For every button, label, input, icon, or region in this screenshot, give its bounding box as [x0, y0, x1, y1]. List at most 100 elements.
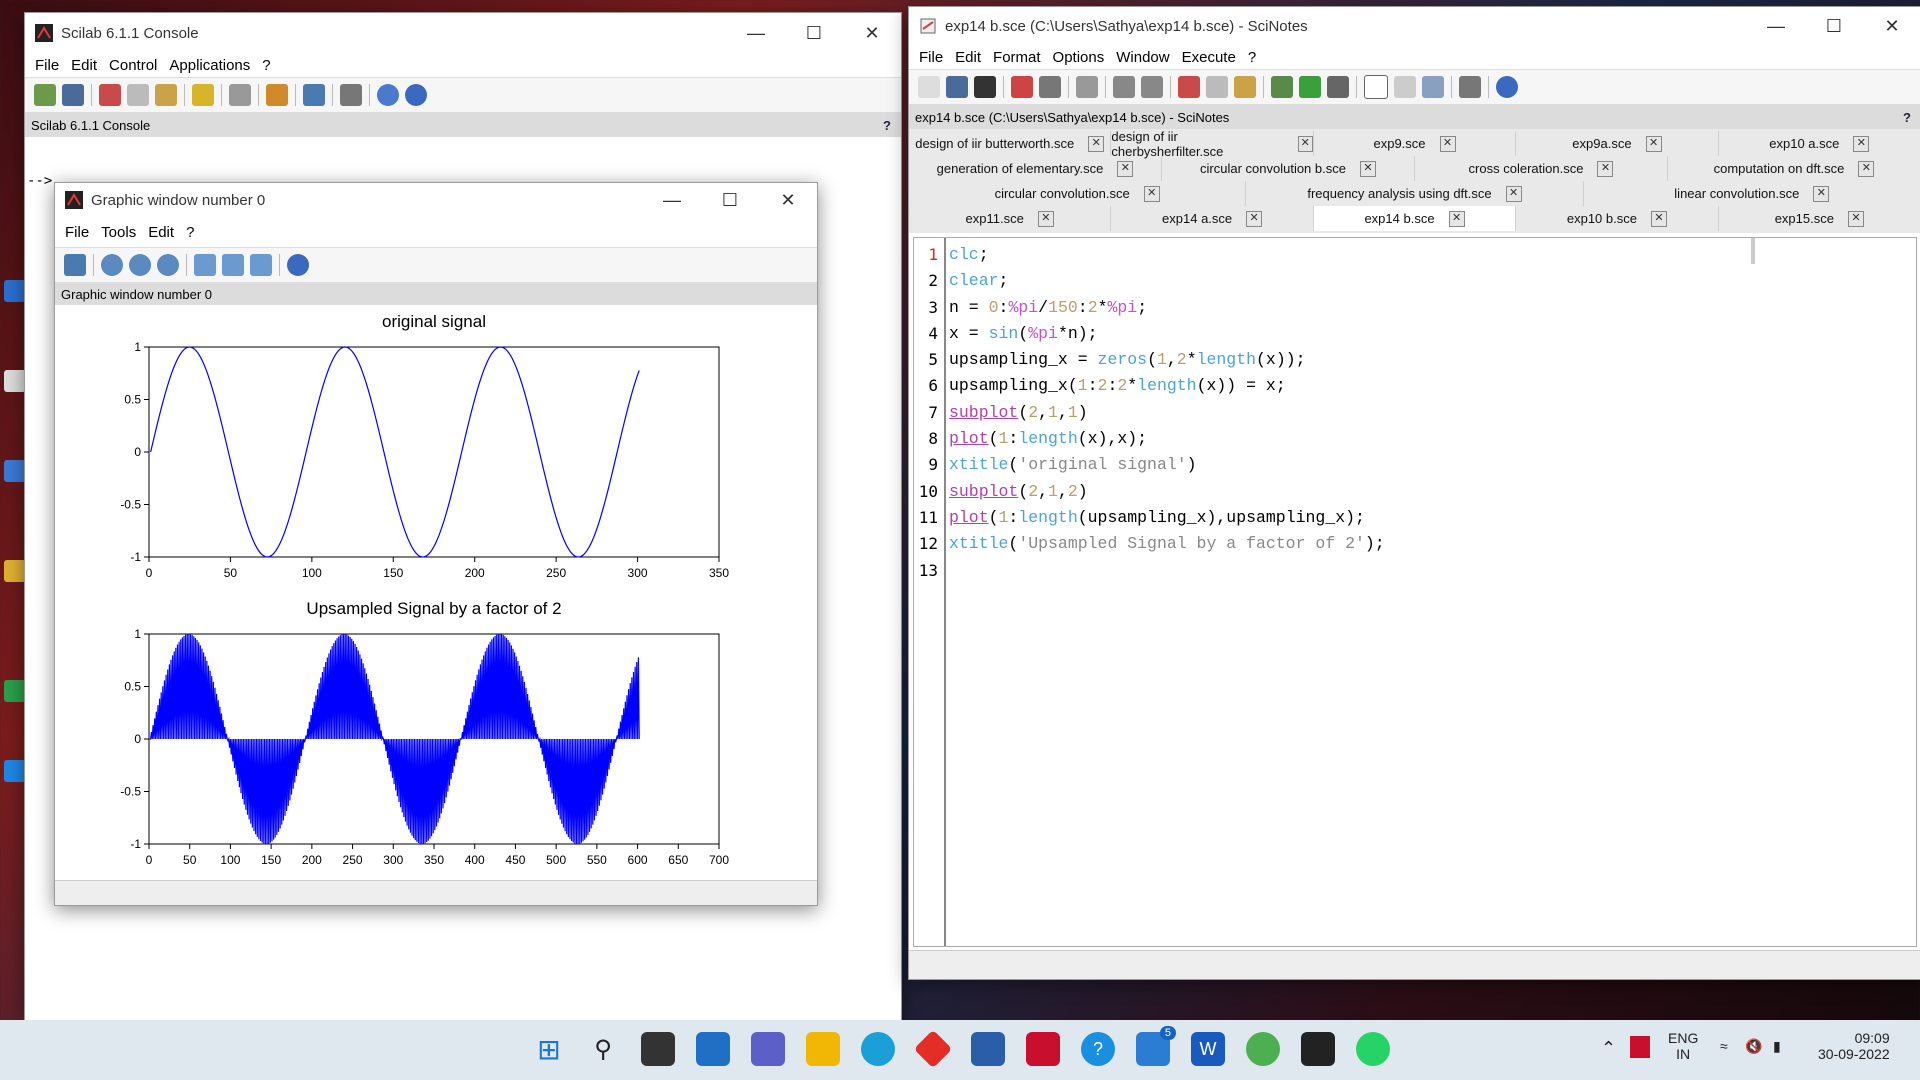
desktop-app-icon[interactable] [4, 460, 26, 482]
close-tab-icon[interactable]: ✕ [1853, 135, 1870, 152]
language-indicator[interactable]: ENG IN [1668, 1030, 1698, 1062]
scinotes-icon[interactable] [303, 84, 325, 106]
close-button[interactable]: ✕ [864, 22, 880, 43]
menu-applications[interactable]: Applications [169, 56, 251, 74]
close-tab-icon[interactable]: ✕ [1650, 210, 1667, 227]
close-tab-icon[interactable]: ✕ [1847, 210, 1864, 227]
chrome-icon[interactable] [1246, 1032, 1280, 1066]
close-tab-icon[interactable]: ✕ [1088, 135, 1105, 152]
pan-icon[interactable] [250, 254, 272, 276]
file-tab[interactable]: exp15.sce ✕ [1719, 206, 1920, 231]
widgets-icon[interactable] [696, 1032, 730, 1066]
window-icon[interactable] [194, 254, 216, 276]
clock[interactable]: 09:09 30-09-2022 [1818, 1030, 1890, 1062]
run-until-icon[interactable] [1422, 76, 1444, 98]
close-tab-icon[interactable]: ✕ [1645, 135, 1662, 152]
close-tab-icon[interactable]: ✕ [1858, 160, 1875, 177]
file-tab[interactable]: circular convolution b.sce ✕ [1162, 156, 1415, 181]
help-icon[interactable] [287, 254, 309, 276]
menu-edit[interactable]: Edit [148, 223, 175, 241]
desktop-app-icon[interactable] [4, 280, 26, 302]
code-line[interactable]: x = sin(%pi*n); [949, 323, 1098, 343]
execute-selection-icon[interactable] [1327, 76, 1349, 98]
store-icon[interactable] [971, 1032, 1005, 1066]
anydesk-icon[interactable] [913, 1029, 953, 1069]
teams-icon[interactable]: 5 [1136, 1026, 1176, 1066]
variable-browser-icon[interactable] [266, 84, 288, 106]
code-editor[interactable]: 1 2 3 4 5 6 7 8 9 10 11 12 13 clc; clear; n = 0:%pi/15… [913, 237, 1917, 947]
menu-help[interactable]: ? [262, 56, 271, 74]
find-icon[interactable] [1271, 76, 1293, 98]
menu-execute[interactable]: Execute [1181, 48, 1236, 66]
help-icon[interactable] [405, 84, 427, 106]
menu-format[interactable]: Format [993, 48, 1041, 66]
file-tab[interactable]: linear convolution.sce ✕ [1584, 181, 1920, 206]
paste-icon[interactable] [155, 84, 177, 106]
battery-icon[interactable]: ▮ [1773, 1038, 1781, 1054]
run-icon[interactable] [1364, 75, 1388, 99]
open-file-icon[interactable] [946, 76, 968, 98]
zoom-in-icon[interactable] [129, 254, 151, 276]
datatip-icon[interactable] [222, 254, 244, 276]
chevron-up-icon[interactable]: ⌃ [1601, 1038, 1617, 1058]
volume-mute-icon[interactable]: 🔇 [1745, 1038, 1763, 1054]
edge-icon[interactable] [861, 1032, 895, 1066]
maximize-button[interactable]: ☐ [1825, 15, 1843, 36]
open-recent-icon[interactable] [974, 76, 996, 98]
close-button[interactable]: ✕ [1884, 15, 1900, 36]
menu-help[interactable]: ? [186, 223, 195, 241]
menu-control[interactable]: Control [109, 56, 158, 74]
code-line[interactable] [946, 558, 1916, 584]
code-line[interactable]: xtitle('Upsampled Signal by a factor of … [949, 534, 1385, 554]
file-explorer-icon[interactable] [806, 1032, 840, 1066]
close-tab-icon[interactable]: ✕ [1813, 185, 1830, 202]
code-line[interactable]: subplot(2,1,2) [949, 481, 1088, 501]
maximize-button[interactable]: ☐ [805, 22, 823, 43]
task-view-icon[interactable] [641, 1032, 675, 1066]
undo-icon[interactable] [1113, 76, 1135, 98]
whatsapp-icon[interactable] [1356, 1032, 1390, 1066]
change-directory-icon[interactable] [192, 84, 214, 106]
close-tab-icon[interactable]: ✕ [1297, 135, 1313, 152]
file-tab[interactable]: exp14 a.sce ✕ [1111, 206, 1314, 231]
code-line[interactable]: xtitle('original signal') [949, 455, 1197, 475]
desktop-file-icon[interactable] [4, 370, 26, 392]
code-line[interactable]: plot(1:length(upsampling_x),upsampling_x… [949, 507, 1365, 527]
code-line[interactable]: clc; [949, 245, 989, 264]
xcos-icon[interactable] [340, 84, 362, 106]
word-icon[interactable]: W [1191, 1032, 1225, 1066]
help-question-icon[interactable]: ? [1903, 109, 1911, 125]
search-icon[interactable]: ⚲ [594, 1035, 612, 1063]
desktop-folder-icon[interactable] [4, 560, 26, 582]
console-titlebar[interactable]: Scilab 6.1.1 Console — ☐ ✕ [25, 13, 901, 53]
file-tab[interactable]: design of iir butterworth.sce ✕ [909, 131, 1112, 156]
menu-file[interactable]: File [35, 56, 60, 74]
code-line[interactable]: clear; [949, 271, 1009, 291]
close-tab-icon[interactable]: ✕ [1117, 160, 1134, 177]
menu-file[interactable]: File [919, 48, 944, 66]
scilab-taskbar-icon[interactable] [1301, 1032, 1335, 1066]
menu-help[interactable]: ? [1247, 48, 1257, 66]
save-icon[interactable] [1011, 76, 1033, 98]
code-line[interactable]: upsampling_x = zeros(1,2*length(x)); [949, 350, 1306, 370]
menu-edit[interactable]: Edit [955, 48, 982, 66]
menu-options[interactable]: Options [1052, 48, 1105, 66]
file-tab[interactable]: circular convolution.sce ✕ [909, 181, 1247, 206]
scinotes-titlebar[interactable]: exp14 b.sce (C:\Users\Sathya\exp14 b.sce… [909, 7, 1920, 45]
close-tab-icon[interactable]: ✕ [1439, 135, 1456, 152]
graphic-titlebar[interactable]: Graphic window number 0 — ☐ ✕ [55, 183, 817, 217]
chat-icon[interactable] [751, 1032, 785, 1066]
desktop-app-icon[interactable] [4, 760, 26, 782]
redo-icon[interactable] [1141, 76, 1163, 98]
file-tab[interactable]: cross coleration.sce ✕ [1415, 156, 1668, 181]
close-tab-icon[interactable]: ✕ [1359, 160, 1376, 177]
cut-icon[interactable] [99, 84, 121, 106]
new-file-icon[interactable] [918, 76, 940, 98]
rotate-icon[interactable] [64, 254, 86, 276]
close-button[interactable]: ✕ [780, 189, 796, 210]
menu-file[interactable]: File [65, 223, 90, 241]
file-tab[interactable]: exp10 a.sce ✕ [1719, 131, 1920, 156]
menu-edit[interactable]: Edit [71, 56, 98, 74]
copy-icon[interactable] [127, 84, 149, 106]
